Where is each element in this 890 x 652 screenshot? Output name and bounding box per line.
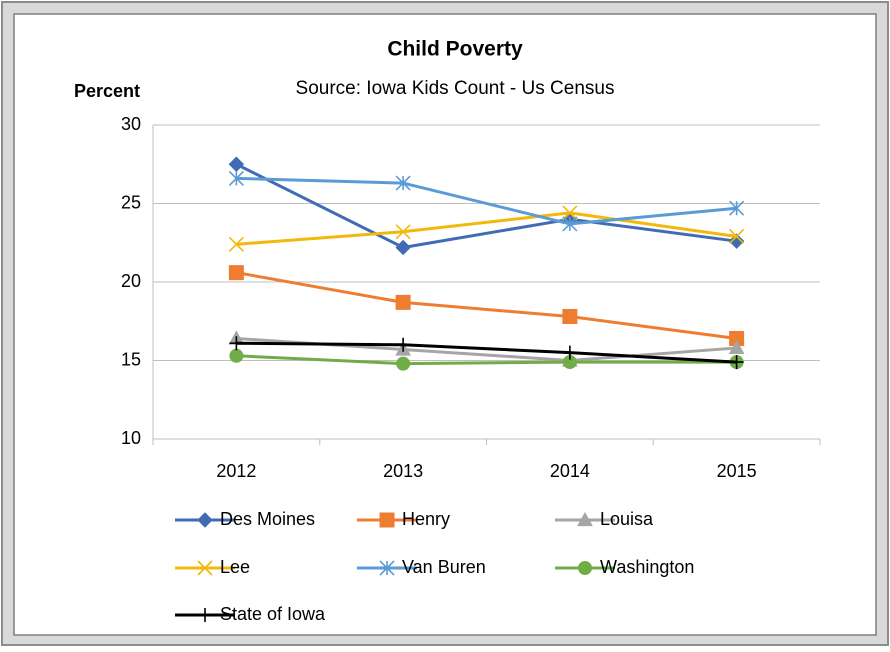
marker [729, 228, 745, 245]
marker [395, 224, 411, 240]
marker [228, 156, 245, 172]
marker [728, 233, 745, 249]
marker [729, 355, 744, 370]
legend-label: Louisa [600, 509, 654, 529]
series-line [236, 271, 737, 341]
x-tick-label: 2015 [717, 461, 757, 481]
chart-subtitle: Source: Iowa Kids Count - Us Census [296, 78, 615, 99]
marker [562, 216, 578, 232]
y-tick-label: 15 [121, 349, 141, 369]
marker [228, 170, 244, 186]
y-tick-label: 20 [121, 271, 141, 291]
marker [395, 239, 411, 256]
legend-label: Van Buren [402, 557, 486, 577]
marker [562, 345, 577, 360]
marker [395, 294, 411, 310]
marker [578, 561, 592, 575]
marker [396, 337, 411, 352]
marker [228, 236, 244, 252]
legend-label: State of Iowa [220, 604, 326, 624]
y-axis-label: Percent [74, 81, 140, 101]
marker [728, 339, 745, 355]
legend-label: Henry [402, 509, 450, 529]
chart-area [13, 13, 877, 636]
marker [396, 356, 411, 371]
marker [379, 512, 395, 528]
series-line [236, 354, 737, 366]
marker [229, 336, 244, 351]
series-line [236, 341, 737, 364]
series-line [236, 211, 737, 246]
marker [198, 608, 212, 622]
marker [562, 309, 578, 325]
marker [228, 265, 244, 281]
chart-title: Child Poverty [387, 38, 523, 61]
legend-label: Des Moines [220, 509, 315, 529]
marker [577, 511, 593, 527]
y-tick-label: 25 [121, 192, 141, 212]
legend-label: Washington [600, 557, 694, 577]
marker [729, 331, 745, 347]
series-line [236, 176, 737, 226]
x-tick-label: 2012 [216, 461, 256, 481]
x-tick-label: 2013 [383, 461, 423, 481]
y-tick-label: 10 [121, 428, 141, 448]
marker [379, 560, 395, 576]
marker [197, 512, 213, 528]
marker [395, 175, 411, 191]
y-tick-label: 30 [121, 114, 141, 134]
marker [229, 348, 244, 363]
x-tick-label: 2014 [550, 461, 590, 481]
marker [729, 200, 745, 216]
series-line [235, 162, 737, 249]
marker [562, 355, 577, 370]
legend-label: Lee [220, 557, 250, 577]
marker [562, 205, 578, 221]
marker [197, 560, 213, 576]
